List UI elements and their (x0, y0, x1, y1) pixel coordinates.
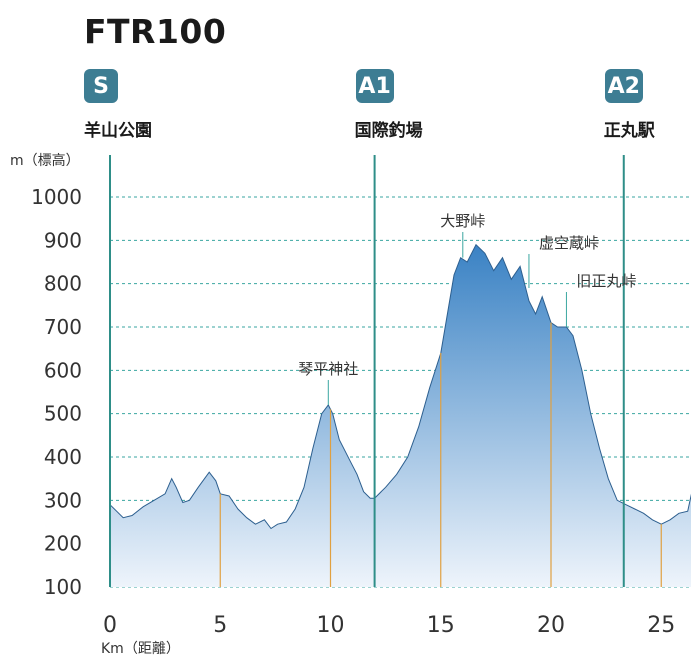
chart-title: FTR100 (84, 12, 227, 51)
checkpoint-name-a2: 正丸駅 (603, 121, 655, 141)
x-tick-label: 5 (213, 613, 227, 638)
y-tick-label: 500 (44, 402, 82, 426)
checkpoint-name-a1: 国際釣場 (354, 121, 423, 141)
y-axis-label: m（標高） (10, 153, 80, 169)
checkpoint-lines (109, 155, 625, 587)
checkpoint-badge-a2: A2 (604, 69, 643, 103)
peak-label: 旧正丸峠 (576, 272, 636, 290)
x-axis-ticks: 0 5 10 15 20 25 (103, 613, 675, 638)
x-tick-label: 20 (537, 613, 565, 638)
y-tick-label: 900 (44, 228, 82, 252)
x-axis-label: Km（距離） (101, 641, 180, 657)
checkpoint-badge-start: S (84, 69, 118, 103)
peak-label: 大野峠 (440, 212, 485, 230)
y-axis-ticks: 100 200 300 400 500 600 700 800 900 1000 (31, 185, 82, 599)
y-tick-label: 200 (44, 532, 82, 556)
y-tick-label: 400 (44, 445, 82, 469)
y-tick-label: 600 (44, 358, 82, 382)
peak-label: 虚空蔵峠 (539, 234, 599, 252)
checkpoint-badge-a1: A1 (355, 69, 394, 103)
peak-label: 琴平神社 (298, 360, 358, 378)
y-tick-label: 800 (44, 272, 82, 296)
elevation-line (109, 243, 691, 530)
y-tick-label: 700 (44, 315, 82, 339)
x-tick-label: 0 (103, 613, 117, 638)
elevation-area (110, 244, 691, 587)
x-tick-label: 15 (427, 613, 455, 638)
x-tick-label: 10 (317, 613, 345, 638)
y-tick-label: 300 (44, 488, 82, 512)
checkpoint-name-start: 羊山公園 (84, 121, 152, 141)
y-tick-label: 1000 (31, 185, 82, 209)
y-tick-label: 100 (44, 575, 82, 599)
distance-markers (219, 322, 662, 587)
x-tick-label: 25 (647, 613, 675, 638)
